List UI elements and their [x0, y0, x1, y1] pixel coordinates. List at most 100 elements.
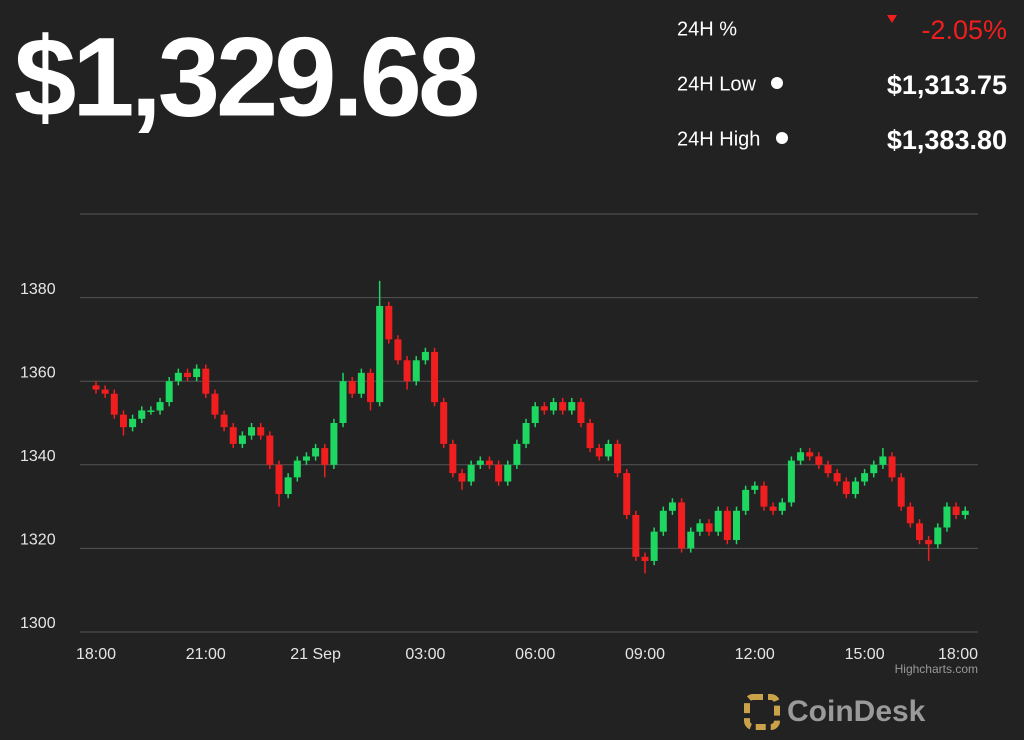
candle-body: [403, 360, 411, 382]
price: $1,329.68: [14, 15, 477, 140]
candle-body: [733, 510, 740, 541]
candle-body: [806, 452, 814, 457]
candle-body: [513, 443, 521, 465]
candle-body: [888, 456, 896, 478]
candle-body: [668, 502, 676, 511]
x-tick-label: 18:00: [938, 646, 978, 663]
candle-body: [302, 456, 310, 461]
candle-body: [211, 393, 219, 415]
candle-body: [897, 477, 905, 507]
candle-body: [412, 360, 420, 382]
candle-body: [229, 427, 237, 444]
info-icon[interactable]: [771, 77, 783, 89]
candle-body: [266, 435, 274, 465]
candle-body: [193, 368, 201, 378]
candle-body: [321, 448, 329, 465]
candle-body: [275, 464, 283, 495]
candle-body: [797, 452, 805, 461]
candle-body: [568, 402, 576, 411]
candle-body: [815, 456, 823, 465]
candle-body: [678, 502, 686, 549]
y-tick-label: 1360: [20, 364, 56, 381]
candle-body: [952, 506, 960, 515]
candle-body: [641, 556, 649, 561]
candle-body: [906, 506, 914, 524]
candle-body: [687, 531, 695, 549]
candle-body: [696, 523, 704, 532]
candle-body: [101, 389, 109, 394]
candle-body: [586, 423, 594, 449]
candle-body: [550, 402, 557, 411]
stat-value: $1,383.80: [887, 125, 1007, 155]
stat-value: -2.05%: [921, 15, 1007, 45]
candle-body: [559, 402, 567, 411]
candle-body: [394, 339, 402, 361]
y-tick-label: 1300: [20, 615, 56, 632]
candle-body: [248, 427, 256, 436]
candle-body: [495, 464, 503, 482]
candle-body: [540, 406, 548, 411]
candle-body: [174, 372, 182, 382]
candle-body: [769, 506, 777, 511]
candle-body: [376, 305, 384, 403]
candle-body: [92, 385, 100, 390]
y-tick-label: 1380: [20, 281, 56, 298]
credit[interactable]: Highcharts.com: [895, 662, 978, 676]
candle-body: [257, 427, 265, 436]
candle-body: [110, 393, 118, 415]
candle-body: [385, 305, 393, 340]
y-tick-label: 1320: [20, 532, 56, 549]
candle-body: [632, 514, 640, 557]
candle-body: [842, 481, 850, 495]
x-tick-label: 15:00: [845, 646, 885, 663]
candle-body: [119, 414, 127, 428]
candle-body: [357, 372, 365, 394]
candle-body: [659, 510, 667, 532]
candle-body: [851, 481, 859, 495]
candle-body: [467, 464, 475, 482]
candle-body: [870, 464, 878, 474]
candle-body: [421, 351, 429, 361]
candle-body: [787, 460, 795, 503]
candle-body: [577, 402, 585, 423]
candle-body: [861, 473, 869, 482]
brand-logo: CoinDesk: [744, 694, 926, 730]
candle-body: [943, 506, 951, 528]
x-tick-label: 12:00: [735, 646, 775, 663]
stat-label: 24H %: [677, 18, 737, 40]
info-icon[interactable]: [776, 132, 788, 144]
candle-body: [147, 410, 155, 412]
candle-body: [916, 523, 923, 541]
candle-body: [165, 381, 173, 403]
candle-body: [705, 523, 713, 532]
candle-body: [824, 464, 832, 474]
stat-label: 24H Low: [677, 73, 756, 95]
candle-body: [961, 510, 969, 515]
candle-body: [440, 402, 448, 444]
candle-body: [184, 372, 191, 378]
x-tick-label: 18:00: [76, 646, 116, 663]
candle-body: [485, 460, 493, 465]
candle-body: [156, 402, 164, 411]
brand: CoinDesk: [787, 695, 926, 728]
stat-value: $1,313.75: [887, 70, 1007, 100]
candle-body: [138, 410, 146, 419]
candle-body: [531, 406, 539, 423]
down-arrow: [887, 15, 897, 23]
y-tick-label: 1340: [20, 448, 56, 465]
candle-body: [129, 418, 137, 428]
candle-body: [220, 414, 228, 428]
candle-body: [458, 473, 466, 482]
candle-body: [476, 460, 484, 465]
candle-body: [595, 448, 603, 457]
candle-body: [650, 531, 658, 561]
x-tick-label: 06:00: [515, 646, 555, 663]
candle-body: [312, 448, 320, 457]
candle-body: [742, 489, 750, 511]
candle-body: [504, 464, 512, 482]
candle-body: [925, 540, 933, 545]
x-tick-label: 21:00: [186, 646, 226, 663]
candle-body: [339, 381, 347, 423]
candle-body: [604, 443, 612, 457]
